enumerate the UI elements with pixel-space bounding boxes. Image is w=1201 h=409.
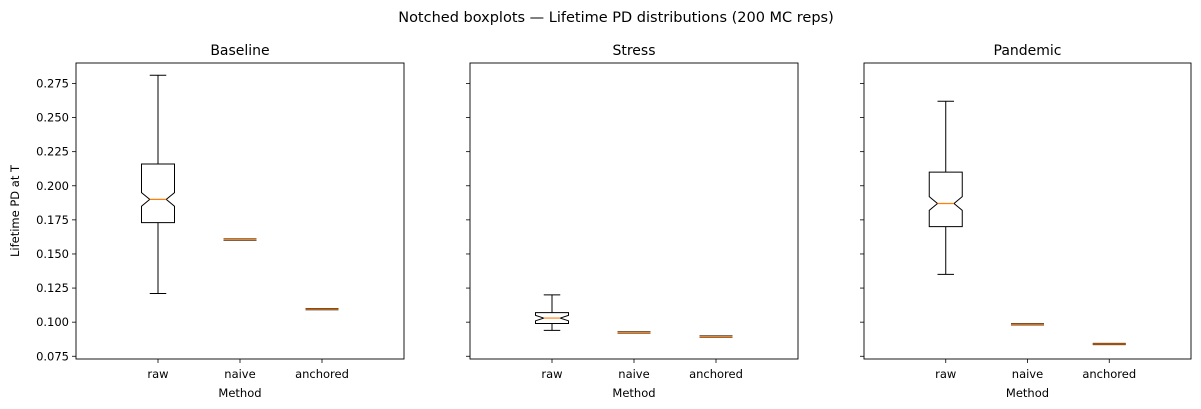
x-axis-label: Method [218, 386, 261, 400]
axes-frame [469, 62, 799, 360]
y-tick-label: 0.100 [36, 315, 69, 329]
figure-suptitle: Notched boxplots — Lifetime PD distribut… [398, 10, 834, 26]
y-tick-label: 0.075 [36, 349, 69, 363]
x-tick-label: naive [618, 367, 649, 381]
x-tick-label: naive [1012, 367, 1043, 381]
x-tick-label: naive [224, 367, 255, 381]
subplot-baseline: Baseline 0.075 0.100 0.125 0.150 0.175 0.200 0.… [8, 43, 405, 400]
subplots-container: Baseline 0.075 0.100 0.125 0.150 0.175 0.200 0.… [8, 43, 1192, 400]
x-axis-label: Method [1006, 386, 1049, 400]
subplot-title: Stress [612, 43, 655, 59]
x-tick-label: raw [147, 367, 168, 381]
box-raw [535, 294, 569, 331]
subplot-title: Pandemic [994, 43, 1062, 59]
y-axis-label: Lifetime PD at T [8, 164, 22, 257]
subplot-title: Baseline [210, 43, 269, 59]
y-tick-label: 0.250 [36, 111, 69, 125]
x-tick-label: raw [935, 367, 956, 381]
y-tick-label: 0.175 [36, 213, 69, 227]
notched-box [535, 312, 569, 325]
box-raw [141, 74, 175, 295]
x-tick-label: raw [541, 367, 562, 381]
axes-frame [863, 62, 1192, 360]
axes-frame [75, 62, 405, 360]
x-axis-label: Method [612, 386, 655, 400]
box-raw [928, 100, 963, 275]
y-tick-label: 0.125 [36, 281, 69, 295]
x-tick-label: anchored [689, 367, 743, 381]
y-tick-label: 0.200 [36, 179, 69, 193]
subplot-pandemic: Pandemic raw naive anchored Method [860, 43, 1192, 400]
y-tick-label: 0.225 [36, 145, 69, 159]
y-tick-label: 0.275 [36, 76, 69, 90]
x-tick-label: anchored [1082, 367, 1136, 381]
y-tick-label: 0.150 [36, 247, 69, 261]
notched-box [141, 163, 175, 224]
notched-box [928, 171, 963, 228]
x-tick-label: anchored [295, 367, 349, 381]
subplot-stress: Stress raw naive anchored Method [466, 43, 799, 400]
